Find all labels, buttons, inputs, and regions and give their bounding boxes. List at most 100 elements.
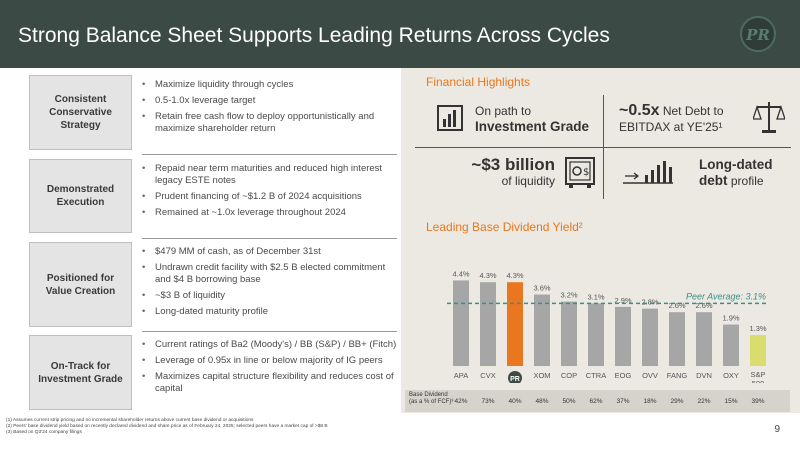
bullet-item: $479 MM of cash, as of December 31st [142,246,397,258]
bullet-list: Repaid near term maturities and reduced … [142,163,397,223]
bullet-item: Maximize liquidity through cycles [142,79,397,91]
financial-panel: Financial Highlights On path to Investme… [401,68,800,413]
scale-icon [753,102,785,133]
header-bar: Strong Balance Sheet Supports Leading Re… [0,0,800,68]
tick-label: FANG [667,371,688,380]
data-label: 1.9% [722,314,739,323]
bar-sp500 [750,335,766,366]
table-cell: 50% [562,398,576,405]
tick-label: APA [454,371,468,380]
table-cell: 42% [454,398,468,405]
ig-line1: On path to [475,104,532,118]
company-logo: PR [740,16,776,52]
svg-text:$: $ [583,167,589,178]
bullet-item: Leverage of 0.95x in line or below major… [142,355,397,367]
divider [142,154,397,155]
table-cell: 40% [508,398,522,405]
bullet-item: Retain free cash flow to deploy opportun… [142,111,397,135]
bullet-item: Long-dated maturity profile [142,306,397,318]
page-title: Strong Balance Sheet Supports Leading Re… [18,24,610,47]
data-label: 2.6% [695,301,712,310]
bullet-list: Current ratings of Ba2 (Moody's) / BB (S… [142,339,397,399]
net-debt-line2: EBITDAX at YE'25¹ [619,120,723,134]
tick-label: CTRA [586,371,606,380]
table-cell: 15% [724,398,738,405]
pr-logo-tick [508,371,522,383]
bar-chart-icon [437,105,463,131]
table-cell: 39% [751,398,765,405]
highlights-grid: On path to Investment Grade ~0.5x Net De… [415,95,791,199]
table-cell: 48% [535,398,549,405]
debt-line1: Long-dated [699,157,773,172]
bullet-list: Maximize liquidity through cycles 0.5-1.… [142,79,397,139]
bullet-list: $479 MM of cash, as of December 31st Und… [142,246,397,322]
investment-grade-text: On path to Investment Grade [475,103,589,135]
tick-label: OVV [642,371,658,380]
bullet-item: 0.5-1.0x leverage target [142,95,397,107]
bar-xom [534,294,550,366]
maturity-chart-icon [623,161,673,184]
tick-label: DVN [696,371,712,380]
bullet-item: Undrawn credit facility with $2.5 B elec… [142,262,397,286]
dividend-chart-title: Leading Base Dividend Yield² [426,220,583,234]
bar-oxy [723,324,739,366]
dividend-fcf-table: Base Dividend (as a % of FCF)³ 42% 73% 40%… [405,390,790,412]
net-debt-label: Net Debt to [662,104,724,118]
liquidity-label: of liquidity [501,174,555,188]
bar-cvx [480,282,496,366]
logo-text: PR [746,26,770,44]
grid-divider-horizontal [415,147,791,148]
divider [142,238,397,239]
page-number: 9 [774,424,780,435]
table-cell: 37% [616,398,630,405]
table-cell: 62% [589,398,603,405]
row-label: Positioned for Value Creation [29,242,132,327]
net-debt-text: ~0.5x Net Debt to EBITDAX at YE'25¹ [619,103,724,135]
ig-line2: Investment Grade [475,119,590,134]
debt-rest: profile [730,174,764,188]
tick-label: CVX [480,371,495,380]
bar-ovv [642,308,658,366]
bullet-item: Prudent financing of ~$1.2 B of 2024 acq… [142,191,397,203]
bar-fang [669,312,685,366]
footnotes: (1) Assumes current strip pricing and no… [6,418,606,436]
bullet-item: Current ratings of Ba2 (Moody's) / BB (S… [142,339,397,351]
bullet-item: ~$3 B of liquidity [142,290,397,302]
liquidity-text: ~$3 billion of liquidity [455,155,555,189]
tick-label: S&P [750,370,765,379]
table-cell: 18% [643,398,657,405]
peer-average-label: Peer Average: 3.1% [686,291,766,301]
row-label: Consistent Conservative Strategy [29,75,132,150]
tick-label: 500 [752,379,765,383]
data-label: 1.3% [749,324,766,333]
bullet-item: Maximizes capital structure flexibility … [142,371,397,395]
bullet-item: Repaid near term maturities and reduced … [142,163,397,187]
tick-label: COP [561,371,577,380]
data-label: 3.6% [533,284,550,293]
debt-line2: debt [699,173,728,188]
dividend-yield-chart: 4.4% APA 4.3% CVX 4.3% PR 3.6% XOM 3.2% COP 3.1% CT… [447,269,768,383]
table-cell: 29% [670,398,684,405]
bar-ctra [588,303,604,366]
bar-dvn [696,312,712,366]
safe-icon: $ [565,157,595,188]
bar-eog [615,306,631,366]
bar-cop [561,301,577,366]
data-label: 4.3% [479,271,496,280]
data-label: 3.1% [587,292,604,301]
bar-pr [507,282,523,366]
tick-label: OXY [723,371,739,380]
strategy-panel: Consistent Conservative Strategy Maximiz… [29,75,397,410]
row-label: On-Track for Investment Grade [29,335,132,410]
table-cell: 73% [481,398,495,405]
bullet-item: Remained at ~1.0x leverage throughout 20… [142,207,397,219]
footnote-1: (1) Assumes current strip pricing and no… [6,418,254,423]
tick-label: EOG [615,371,632,380]
liquidity-value: ~$3 billion [471,155,555,174]
tick-label: XOM [533,371,550,380]
bar-apa [453,280,469,366]
data-label: 2.6% [668,301,685,310]
tick-label: PR [510,376,520,383]
data-label: 4.3% [506,271,523,280]
data-label: 2.8% [641,298,658,307]
